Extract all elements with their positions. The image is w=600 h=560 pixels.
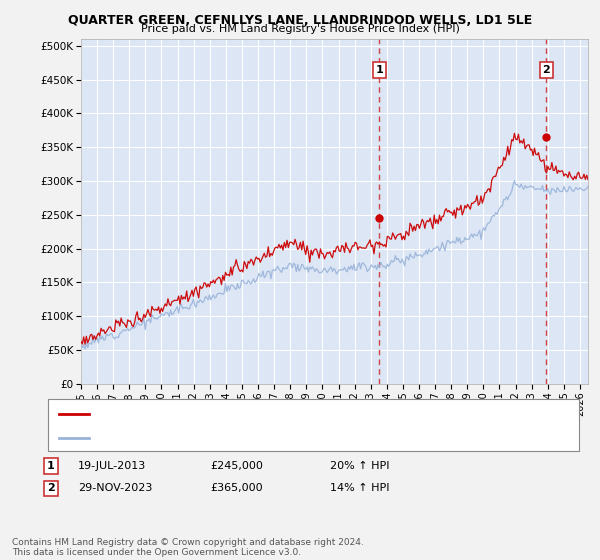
Text: 20% ↑ HPI: 20% ↑ HPI xyxy=(330,461,389,471)
Text: QUARTER GREEN, CEFNLLYS LANE, LLANDRINDOD WELLS, LD1 5LE (detached house): QUARTER GREEN, CEFNLLYS LANE, LLANDRINDO… xyxy=(95,409,512,419)
Text: 1: 1 xyxy=(47,461,55,471)
Text: £245,000: £245,000 xyxy=(210,461,263,471)
Text: 2: 2 xyxy=(542,65,550,75)
Text: QUARTER GREEN, CEFNLLYS LANE, LLANDRINDOD WELLS, LD1 5LE: QUARTER GREEN, CEFNLLYS LANE, LLANDRINDO… xyxy=(68,14,532,27)
Text: £365,000: £365,000 xyxy=(210,483,263,493)
Text: 19-JUL-2013: 19-JUL-2013 xyxy=(78,461,146,471)
Text: HPI: Average price, detached house, Powys: HPI: Average price, detached house, Powy… xyxy=(95,433,306,443)
Text: Price paid vs. HM Land Registry's House Price Index (HPI): Price paid vs. HM Land Registry's House … xyxy=(140,24,460,34)
Text: 1: 1 xyxy=(376,65,383,75)
Text: Contains HM Land Registry data © Crown copyright and database right 2024.
This d: Contains HM Land Registry data © Crown c… xyxy=(12,538,364,557)
Text: 2: 2 xyxy=(47,483,55,493)
Text: 14% ↑ HPI: 14% ↑ HPI xyxy=(330,483,389,493)
Text: 29-NOV-2023: 29-NOV-2023 xyxy=(78,483,152,493)
